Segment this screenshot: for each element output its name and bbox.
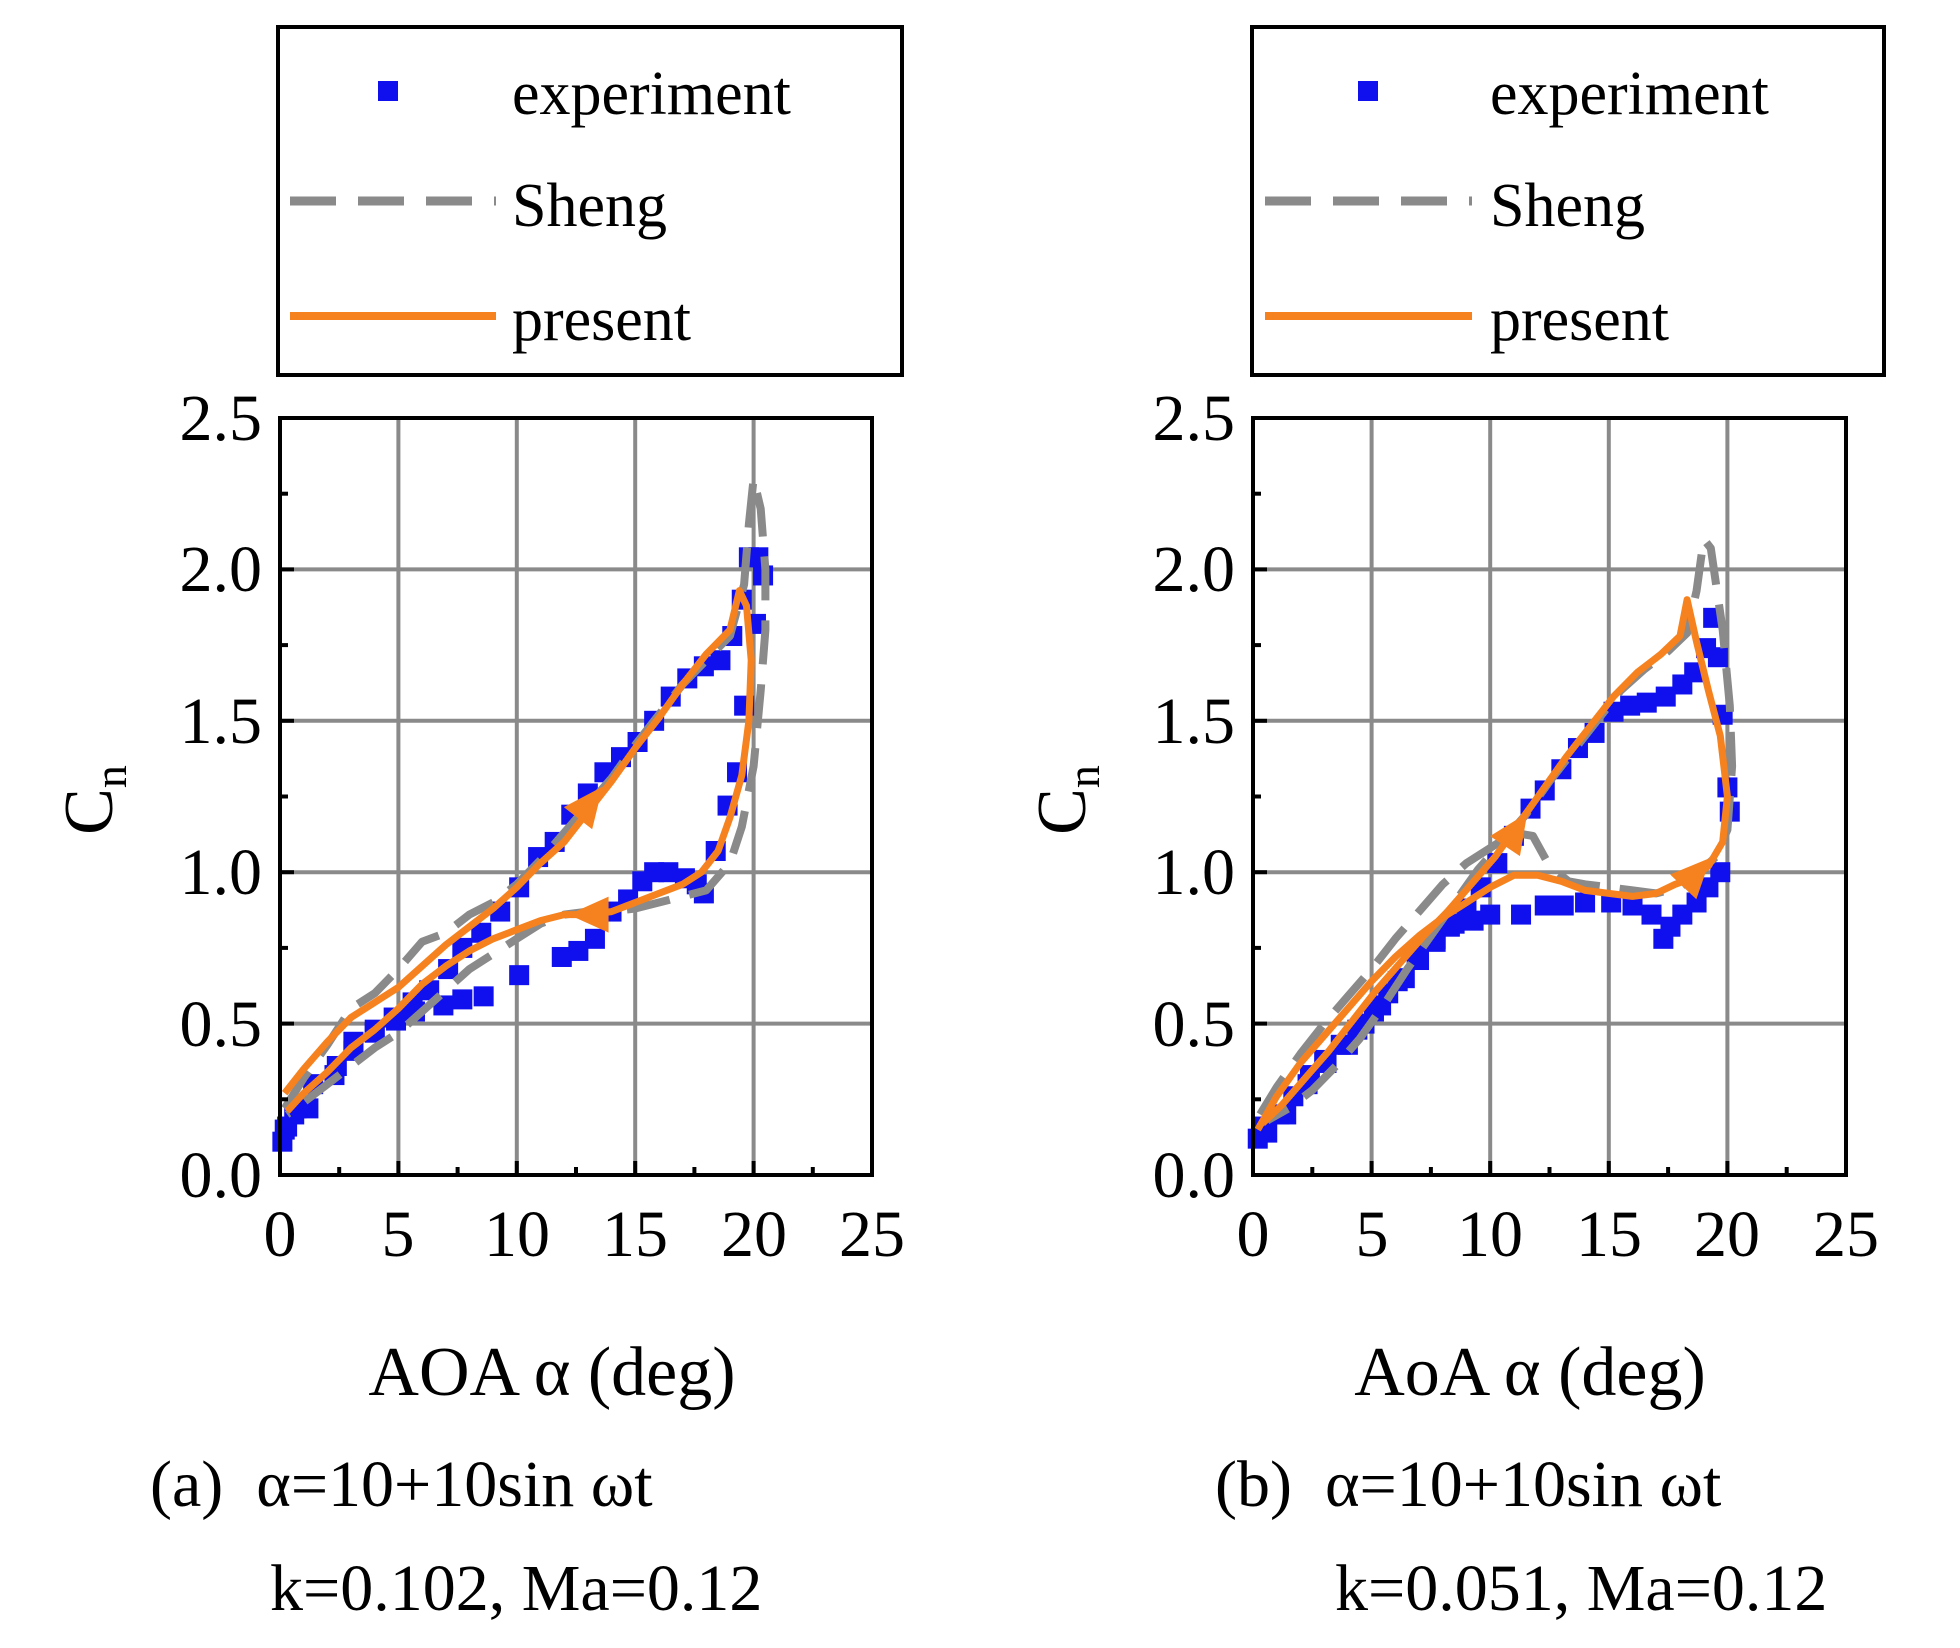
experiment-point	[1710, 862, 1731, 883]
experiment-point	[1707, 647, 1728, 668]
y-tick-label: 1.0	[1153, 836, 1236, 909]
y-axis-title-main: C	[1024, 788, 1101, 835]
x-tick-label: 25	[839, 1198, 905, 1271]
caption-line1-b: (b) α=10+10sin ωt	[1215, 1448, 1721, 1521]
legend-a: experiment Sheng present	[276, 25, 904, 377]
y-tick-label: 0.0	[180, 1139, 263, 1212]
y-axis-title-b: Cn	[1024, 765, 1109, 835]
experiment-point	[1655, 686, 1676, 707]
legend-sheng-label-a: Sheng	[512, 172, 667, 240]
ticks-a	[278, 416, 874, 1177]
experiment-point	[1463, 910, 1484, 931]
caption-line1-a: (a) α=10+10sin ωt	[150, 1448, 653, 1521]
x-tick-label: 10	[484, 1198, 550, 1271]
y-axis-title-sub: n	[1058, 765, 1109, 788]
y-tick-labels-b: 0.0 0.5 1.0 1.5 2.0 2.5	[1153, 382, 1236, 1212]
experiment-point	[1371, 995, 1392, 1016]
series-b	[1247, 535, 1740, 1149]
caption-line2-a: k=0.102, Ma=0.12	[270, 1552, 762, 1625]
direction-arrow	[1490, 812, 1528, 857]
legend-present-label-b: present	[1490, 286, 1669, 354]
experiment-point	[473, 986, 494, 1007]
experiment-point	[471, 922, 492, 943]
panel-b: experiment Sheng present 0.0 0.5 1.0 1.5…	[1024, 25, 1886, 1625]
y-tick-label: 2.0	[1153, 533, 1236, 606]
legend-experiment-label-a: experiment	[512, 60, 791, 128]
x-tick-labels-a: 0 5 10 15 20 25	[264, 1198, 906, 1271]
y-tick-label: 1.0	[180, 836, 263, 909]
plot-frame-a	[278, 416, 874, 1177]
present-line	[281, 587, 755, 1114]
experiment-point	[1641, 904, 1662, 925]
x-tick-label: 20	[721, 1198, 787, 1271]
legend-experiment-marker-b	[1358, 81, 1378, 101]
x-tick-label: 5	[1356, 1198, 1389, 1271]
y-tick-label: 1.5	[180, 685, 263, 758]
x-tick-label: 0	[264, 1198, 297, 1271]
caption-line2-b: k=0.051, Ma=0.12	[1335, 1552, 1827, 1625]
x-tick-label: 0	[1237, 1198, 1270, 1271]
experiment-point	[551, 946, 572, 967]
experiment-point	[1553, 895, 1574, 916]
panel-a: experiment Sheng present 0.0 0.5 1.0 1.5…	[51, 25, 906, 1625]
experiment-point	[1698, 877, 1719, 898]
legend-present-label-a: present	[512, 286, 691, 354]
experiment-point	[452, 989, 473, 1010]
y-axis-title-a: Cn	[51, 765, 136, 835]
plot-a	[272, 416, 874, 1177]
experiment-point	[1575, 892, 1596, 913]
direction-arrow	[568, 896, 609, 933]
plot-b	[1247, 416, 1848, 1177]
x-tick-labels-b: 0 5 10 15 20 25	[1237, 1198, 1880, 1271]
x-tick-label: 25	[1813, 1198, 1879, 1271]
direction-arrow	[1670, 857, 1711, 900]
y-tick-label: 2.5	[180, 382, 263, 455]
experiment-point	[1620, 695, 1641, 716]
experiment-point	[1653, 928, 1674, 949]
experiment-point	[710, 650, 731, 671]
legend-experiment-label-b: experiment	[1490, 60, 1769, 128]
grid-a	[280, 418, 872, 1175]
experiment-point	[1534, 895, 1555, 916]
present-line	[1254, 596, 1731, 1132]
legend-sheng-label-b: Sheng	[1490, 172, 1645, 240]
x-axis-title-a: AOA α (deg)	[368, 1334, 735, 1411]
grid-b	[1253, 418, 1846, 1175]
x-tick-label: 15	[1576, 1198, 1642, 1271]
x-axis-title-b: AoA α (deg)	[1354, 1334, 1706, 1411]
experiment-point	[568, 940, 589, 961]
y-axis-title-sub: n	[85, 765, 136, 788]
x-tick-label: 5	[382, 1198, 415, 1271]
legend-experiment-marker-a	[378, 81, 398, 101]
y-tick-label: 1.5	[1153, 685, 1236, 758]
y-tick-label: 0.5	[1153, 988, 1236, 1061]
experiment-point	[1444, 913, 1465, 934]
y-tick-label: 2.5	[1153, 382, 1236, 455]
ticks-b	[1251, 416, 1848, 1177]
experiment-point	[632, 871, 653, 892]
y-tick-label: 2.0	[180, 533, 263, 606]
experiment-point	[1480, 904, 1501, 925]
experiment-point	[584, 928, 605, 949]
experiment-point	[274, 1119, 295, 1140]
y-tick-labels-a: 0.0 0.5 1.0 1.5 2.0 2.5	[180, 382, 263, 1212]
sheng-line	[1256, 535, 1737, 1124]
direction-arrow	[563, 786, 603, 830]
y-tick-label: 0.0	[1153, 1139, 1236, 1212]
legend-b: experiment Sheng present	[1250, 25, 1886, 377]
series-a	[272, 474, 774, 1152]
experiment-point	[1622, 895, 1643, 916]
experiment-point	[1636, 692, 1657, 713]
y-axis-title-main: C	[51, 788, 128, 835]
sheng-line	[281, 474, 770, 1118]
experiment-point	[509, 965, 530, 986]
x-tick-label: 15	[602, 1198, 668, 1271]
y-tick-label: 0.5	[180, 988, 263, 1061]
experiment-point	[1511, 904, 1532, 925]
x-tick-label: 10	[1457, 1198, 1523, 1271]
x-tick-label: 20	[1694, 1198, 1760, 1271]
